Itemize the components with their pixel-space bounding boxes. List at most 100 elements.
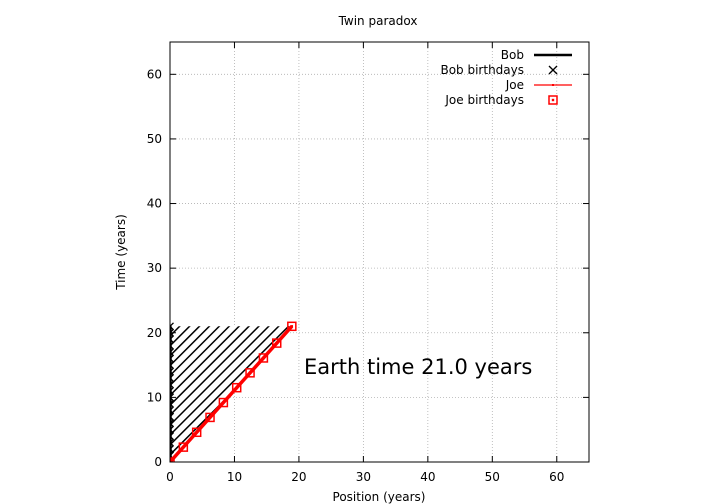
bob-birthdays-marker <box>170 335 174 344</box>
x-stroke <box>170 448 174 454</box>
bob-birthdays-marker <box>170 393 174 402</box>
x-stroke <box>170 354 174 360</box>
x-stroke <box>170 357 174 363</box>
x-stroke <box>170 396 174 402</box>
legend-swatch-joe-birthdays <box>548 95 558 105</box>
y-tick-label: 30 <box>147 261 162 275</box>
bob-birthdays-marker <box>170 425 174 434</box>
x-tick-label: 60 <box>549 470 564 484</box>
plot-frame <box>169 41 590 463</box>
y-tick-label: 10 <box>147 390 162 404</box>
bob-birthdays-marker <box>170 399 174 408</box>
grid <box>170 42 589 462</box>
x-stroke <box>170 412 174 418</box>
square-dot <box>170 460 172 462</box>
joe-birthdays-marker <box>287 321 297 332</box>
square-outer <box>231 382 242 393</box>
bob-birthdays-marker <box>170 348 174 357</box>
legend-label-bob-birthdays: Bob birthdays <box>440 63 524 77</box>
x-stroke <box>170 393 174 399</box>
square-outer <box>191 427 202 438</box>
bob-birthdays-marker <box>170 361 174 370</box>
square-outer <box>178 442 189 452</box>
bob-birthdays-marker <box>170 445 174 454</box>
x-stroke <box>170 406 174 412</box>
x-stroke <box>170 322 174 328</box>
joe-birthdays-marker <box>191 427 202 438</box>
joe-birthdays-marker <box>271 338 282 348</box>
legend-swatch-dot <box>552 84 554 86</box>
legend-swatch-dot <box>551 98 555 102</box>
bob-birthdays-marker <box>170 354 174 363</box>
x-stroke <box>170 370 174 376</box>
x-stroke <box>170 451 174 457</box>
square-outer <box>245 368 255 378</box>
x-stroke <box>170 432 174 438</box>
x-stroke <box>170 399 174 405</box>
square-dot <box>235 386 238 389</box>
x-stroke <box>170 419 174 425</box>
bob-birthdays-marker <box>170 374 174 382</box>
x-stroke <box>170 383 174 389</box>
x-stroke <box>170 428 174 434</box>
x-tick-label: 50 <box>485 470 500 484</box>
x-stroke <box>170 344 174 350</box>
x-stroke <box>170 374 174 379</box>
square-dot <box>222 401 225 404</box>
x-stroke <box>170 380 174 386</box>
y-tick-label: 60 <box>147 67 162 81</box>
chart-title: Twin paradox <box>338 14 418 28</box>
square-outer <box>287 321 297 332</box>
bob-birthdays-marker <box>170 322 174 331</box>
x-stroke <box>170 402 174 408</box>
x-stroke <box>170 351 174 357</box>
legend-label-joe-birthdays: Joe birthdays <box>444 93 524 107</box>
bob-birthdays-marker <box>170 406 174 415</box>
square-dot <box>290 325 294 328</box>
x-stroke <box>170 438 174 444</box>
bob-birthdays-marker <box>170 341 174 350</box>
bob-birthdays-marker <box>170 438 174 447</box>
bob-birthdays-marker <box>170 432 174 441</box>
x-stroke <box>170 338 174 344</box>
legend-label-joe: Joe <box>505 78 524 92</box>
joe-birthdays-marker <box>205 412 215 423</box>
x-stroke <box>170 328 174 334</box>
square-dot <box>262 356 265 360</box>
joe-birthdays-marker <box>245 368 255 378</box>
square-dot <box>182 445 185 449</box>
series-layer <box>170 321 297 462</box>
square-outer <box>258 353 269 363</box>
y-tick-label: 20 <box>147 326 162 340</box>
x-tick-label: 20 <box>291 470 306 484</box>
square-outer <box>218 397 229 408</box>
x-stroke <box>170 377 174 382</box>
y-tick-label: 40 <box>147 197 162 211</box>
y-axis-label: Time (years) <box>114 214 128 291</box>
x-tick-label: 0 <box>166 470 174 484</box>
y-tick-label: 50 <box>147 132 162 146</box>
x-stroke <box>170 445 174 450</box>
joe-birthdays-marker <box>178 442 189 452</box>
x-stroke <box>170 422 174 428</box>
x-tick-label: 10 <box>227 470 242 484</box>
square-dot <box>195 431 198 434</box>
bob-birthdays-marker <box>170 412 174 421</box>
x-stroke <box>170 364 174 370</box>
square-dot <box>275 341 278 345</box>
bob-birthdays-marker <box>170 419 174 428</box>
joe-line <box>170 325 294 462</box>
bob-birthdays-marker <box>170 328 174 337</box>
y-tick-label: 0 <box>154 455 162 469</box>
x-stroke <box>170 425 174 431</box>
x-stroke <box>170 341 174 347</box>
joe-birthdays-marker <box>231 382 242 393</box>
x-axis-label: Position (years) <box>333 490 426 504</box>
x-stroke <box>170 409 174 415</box>
bob-birthdays-marker <box>170 367 174 376</box>
bob-birthdays-marker <box>170 386 174 395</box>
x-stroke <box>170 415 174 421</box>
legend-swatch-bob-birthdays <box>548 65 558 75</box>
